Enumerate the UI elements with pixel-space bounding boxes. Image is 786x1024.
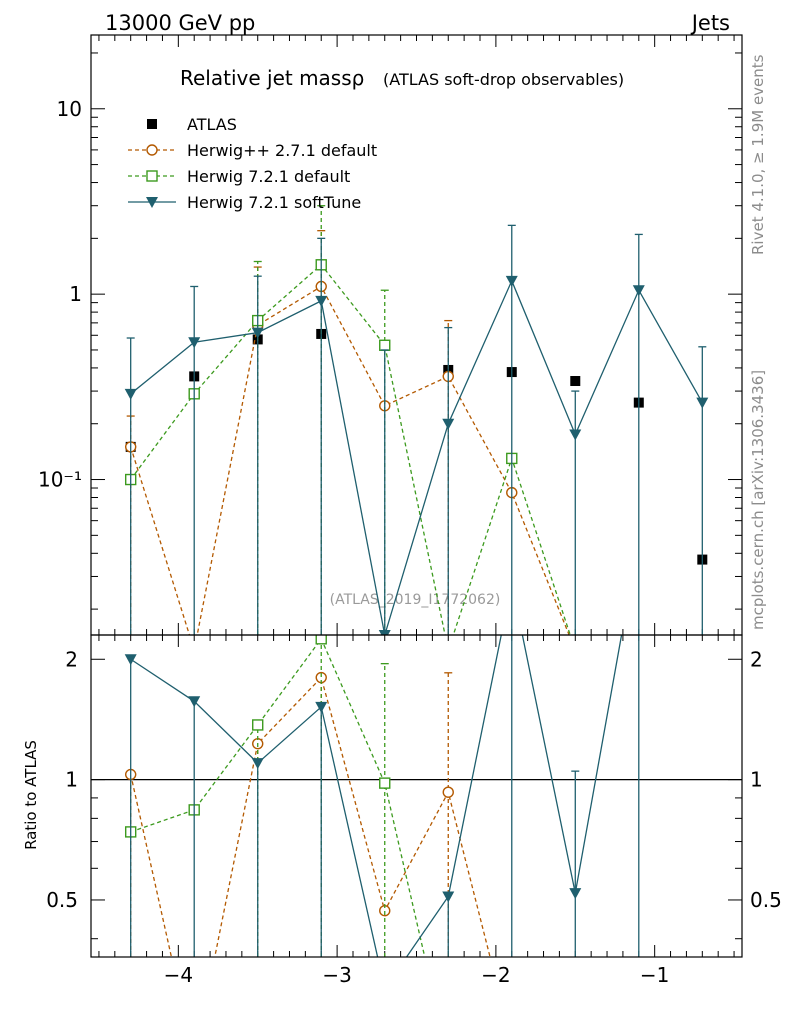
- chart-subtitle: (ATLAS soft-drop observables): [383, 70, 624, 89]
- ratio-y-tick-label-right: 0.5: [750, 888, 782, 912]
- ratio-y-axis-label: Ratio to ATLAS: [22, 740, 40, 850]
- series-1-point: [189, 645, 199, 655]
- series-3-point: [505, 275, 518, 287]
- series-3-point: [378, 630, 391, 635]
- series-3-point: [569, 429, 582, 441]
- ratio-y-tick-label-right: 2: [750, 647, 763, 671]
- series-3-ratio-line: [130, 635, 623, 957]
- series-0-point: [570, 376, 581, 387]
- y-tick-label: 10: [57, 97, 82, 121]
- watermark: (ATLAS_2019_I1772062): [330, 592, 501, 608]
- ratio-y-tick-label-right: 1: [750, 768, 763, 792]
- series-3-ratio-point: [569, 888, 582, 900]
- series-1-point: [697, 645, 707, 655]
- x-tick-label: −3: [322, 963, 351, 987]
- series-3-point: [124, 388, 137, 400]
- series-3-ratio-point: [124, 654, 137, 666]
- series-3-ratio-point: [251, 758, 264, 770]
- series-2-line: [130, 263, 571, 635]
- series-3-point: [251, 327, 264, 339]
- series-3-line: [130, 279, 703, 635]
- x-tick-label: −2: [481, 963, 510, 987]
- legend-label: ATLAS: [187, 115, 237, 134]
- series-2-ratio-point: [379, 777, 391, 789]
- series-3-point: [632, 285, 645, 297]
- top-panel-plot: [124, 205, 709, 655]
- series-2-point: [443, 645, 453, 655]
- mcplots-label: mcplots.cern.ch [arXiv:1306.3436]: [749, 370, 767, 630]
- ratio-panel-plot: [124, 635, 640, 995]
- series-3-ratio-point: [315, 701, 328, 713]
- ratio-y-tick-label: 2: [65, 647, 78, 671]
- series-3-ratio-point: [379, 984, 391, 995]
- ratio-panel-frame: [90, 634, 743, 958]
- rivet-label: Rivet 4.1.0, ≥ 1.9M events: [749, 54, 767, 255]
- x-tick-label: −4: [164, 963, 193, 987]
- header-right: Jets: [690, 11, 730, 35]
- series-1-point: [570, 645, 580, 655]
- series-3-point: [315, 295, 328, 307]
- series-2-point: [570, 645, 580, 655]
- x-tick-label: −1: [640, 963, 669, 987]
- series-1-ratio-point: [442, 786, 454, 798]
- series-2-ratio-point: [252, 719, 264, 731]
- series-3-ratio-point: [442, 891, 455, 903]
- series-3-point: [696, 397, 709, 409]
- series-2-point: [697, 645, 707, 655]
- legend-marker: [146, 197, 158, 208]
- series-1-line: [130, 285, 570, 635]
- y-tick-label: 1: [69, 282, 82, 306]
- ratio-y-tick-label: 1: [65, 768, 78, 792]
- legend-marker: [146, 144, 158, 156]
- series-2-point: [379, 339, 391, 351]
- y-tick-label: 10⁻¹: [38, 468, 82, 492]
- header-left: 13000 GeV pp: [105, 11, 255, 35]
- legend-label: Herwig 7.2.1 default: [187, 167, 350, 186]
- legend-label: Herwig++ 2.7.1 default: [187, 141, 377, 160]
- ratio-y-tick-label: 0.5: [46, 888, 78, 912]
- series-3-point: [188, 337, 201, 349]
- series-2-ratio-line: [130, 637, 426, 957]
- series-2-ratio-point: [315, 635, 327, 645]
- legend-label: Herwig 7.2.1 softTune: [187, 193, 361, 212]
- series-3-ratio-point: [188, 696, 201, 708]
- chart-title: Relative jet massρ: [180, 66, 364, 90]
- series-3-point: [442, 418, 455, 430]
- legend-marker: [147, 119, 157, 129]
- legend-marker: [146, 170, 158, 182]
